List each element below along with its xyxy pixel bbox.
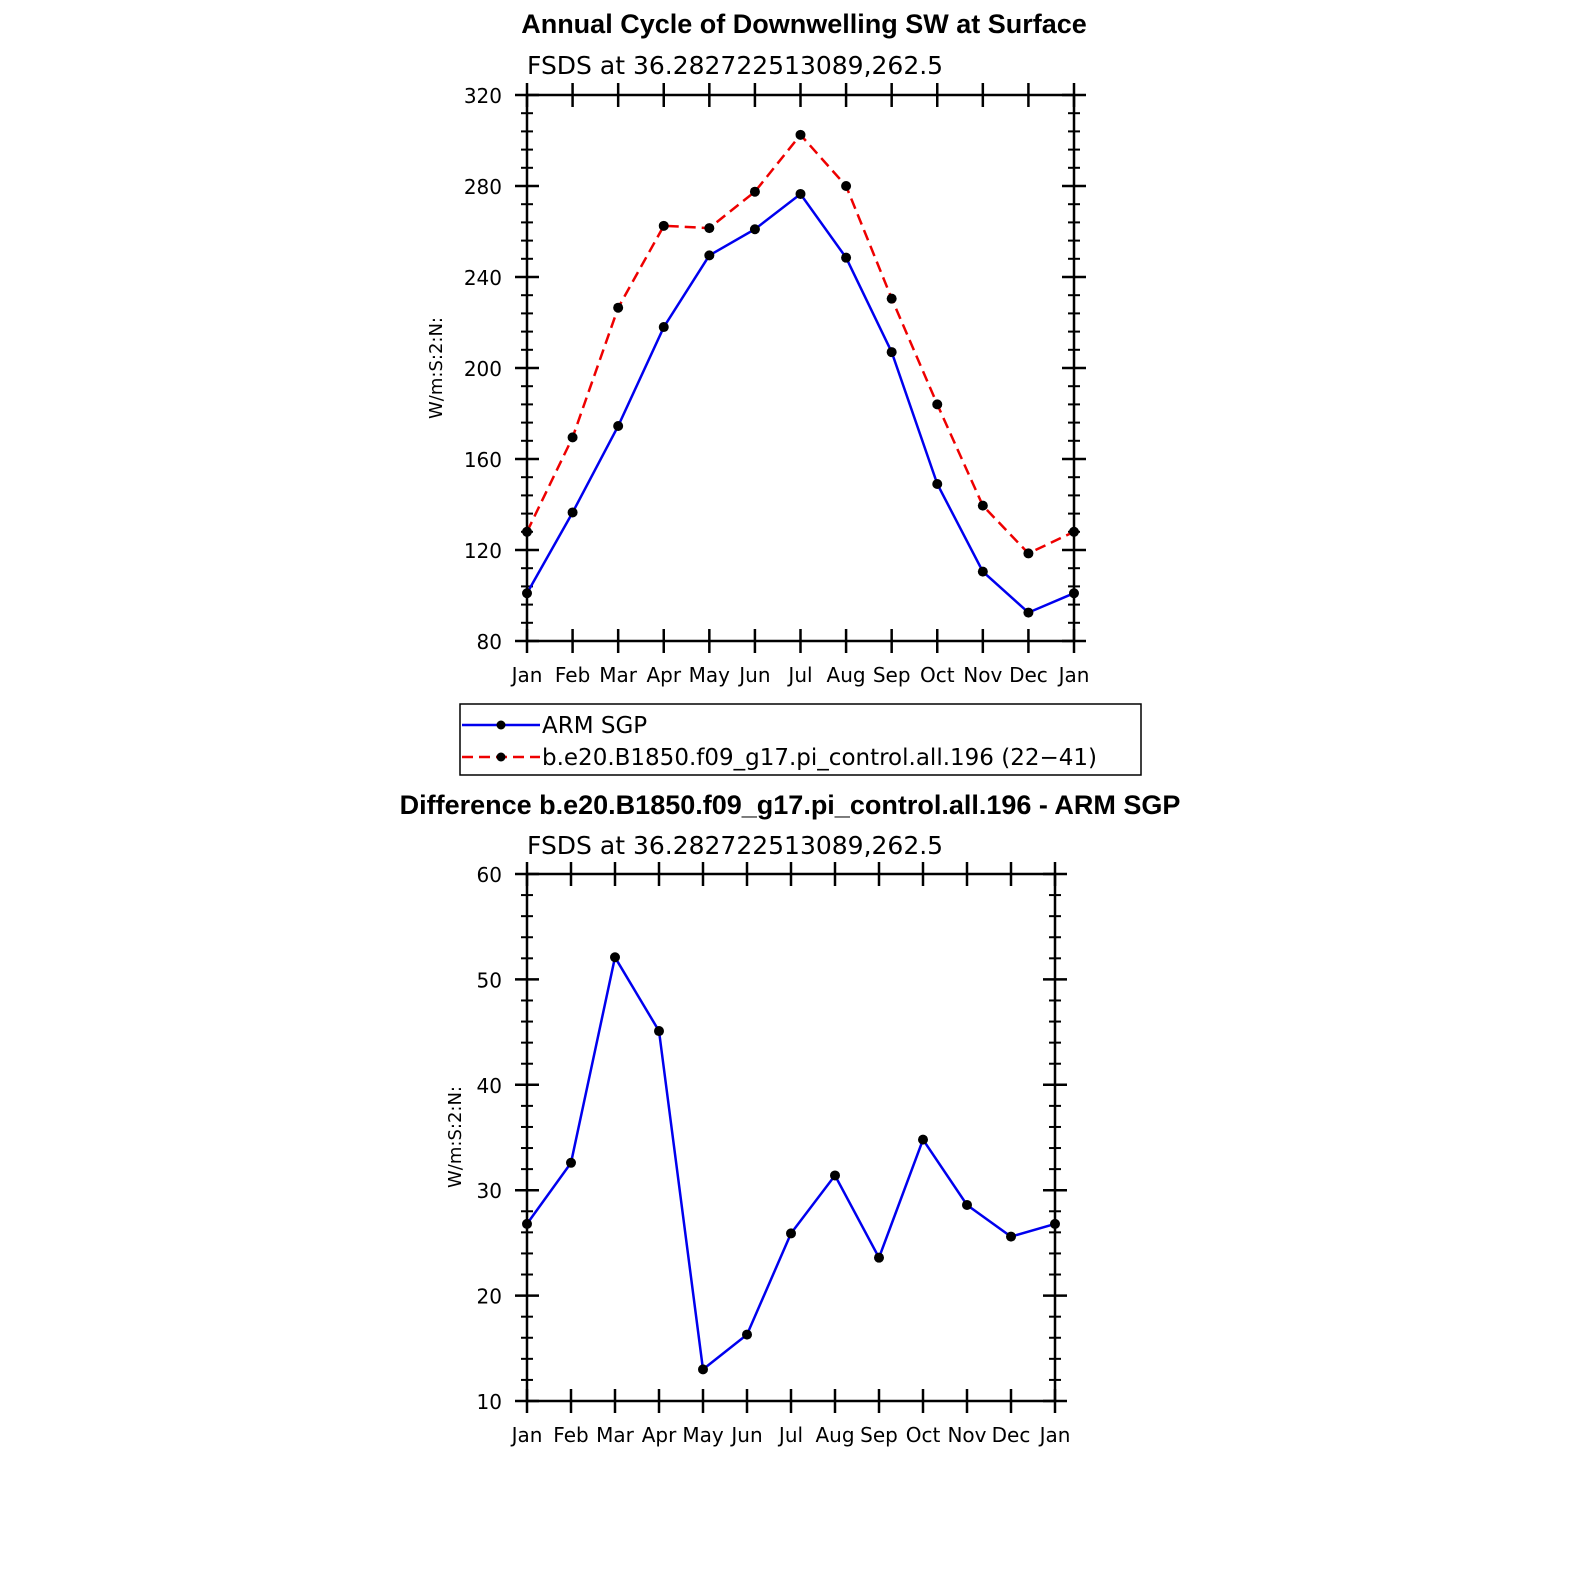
- y-tick-label: 240: [464, 266, 502, 290]
- y-tick-label: 200: [464, 357, 502, 381]
- x-tick-label: Dec: [992, 1423, 1031, 1447]
- legend-marker-model: [496, 752, 506, 762]
- data-point: [918, 1134, 928, 1145]
- y-tick-label: 30: [477, 1179, 502, 1203]
- y-tick-label: 160: [464, 448, 502, 472]
- legend-label-model: b.e20.B1850.f09_g17.pi_control.all.196 (…: [542, 745, 1097, 771]
- legend: ARM SGP b.e20.B1850.f09_g17.pi_control.a…: [459, 703, 1142, 776]
- chart-title: Difference b.e20.B1850.f09_g17.pi_contro…: [400, 790, 1181, 820]
- data-point: [704, 250, 715, 261]
- data-point: [749, 186, 760, 197]
- y-tick-label: 60: [477, 863, 502, 887]
- x-tick-label: Dec: [1009, 663, 1048, 687]
- data-point: [704, 223, 715, 234]
- x-tick-label: Apr: [646, 663, 681, 687]
- data-point: [1023, 607, 1034, 618]
- x-tick-label: Sep: [873, 663, 911, 687]
- y-tick-label: 20: [477, 1285, 502, 1309]
- axis-ticks: 10 20 30 40 50 60 Jan Feb Mar Apr May Jun Jul Aug Sep O…: [477, 862, 1071, 1447]
- y-tick-label: 120: [464, 539, 502, 563]
- x-tick-label: Jan: [1057, 663, 1090, 687]
- y-tick-label: 320: [464, 84, 502, 108]
- x-tick-label: Mar: [596, 1423, 635, 1447]
- x-tick-label: Oct: [920, 663, 955, 687]
- x-tick-label: Jan: [510, 663, 543, 687]
- chart-subtitle: FSDS at 36.282722513089,262.5: [527, 831, 943, 860]
- y-axis-label: W/m:S:2:N:: [426, 317, 447, 419]
- data-point: [841, 181, 852, 191]
- x-tick-label: Oct: [906, 1423, 941, 1447]
- y-axis-label: W/m:S:2:N:: [445, 1086, 466, 1188]
- data-point: [786, 1228, 796, 1239]
- data-point: [1023, 548, 1034, 559]
- axis-ticks: 80 120 160 200 240 280 320 Jan Feb Mar Apr May Jun Ju…: [464, 83, 1090, 687]
- data-point: [613, 302, 624, 313]
- series-lines: [522, 952, 1060, 1375]
- data-point: [567, 507, 578, 518]
- data-point: [654, 1026, 664, 1037]
- y-tick-label: 280: [464, 175, 502, 199]
- data-point: [886, 347, 897, 358]
- legend-marker-arm-sgp: [496, 720, 506, 730]
- x-tick-label: Feb: [555, 663, 590, 687]
- y-tick-label: 50: [477, 968, 502, 992]
- y-tick-label: 80: [477, 630, 502, 654]
- data-point: [886, 293, 897, 304]
- data-point: [567, 432, 578, 443]
- data-point: [613, 421, 624, 432]
- data-point: [977, 500, 988, 511]
- x-tick-label: Apr: [642, 1423, 677, 1447]
- x-tick-label: Jun: [729, 1423, 762, 1447]
- data-point: [795, 129, 806, 140]
- x-tick-label: May: [682, 1423, 724, 1447]
- x-tick-label: Jul: [777, 1423, 803, 1447]
- x-tick-label: Nov: [963, 663, 1002, 687]
- x-tick-label: Jan: [510, 1423, 543, 1447]
- plot-frame: [525, 872, 1057, 1403]
- y-tick-label: 40: [477, 1074, 502, 1098]
- series-line-0: [525, 192, 1075, 615]
- data-point: [742, 1329, 752, 1340]
- x-tick-label: Mar: [599, 663, 638, 687]
- data-point: [932, 479, 943, 490]
- chart-title: Annual Cycle of Downwelling SW at Surfac…: [521, 9, 1087, 39]
- x-tick-label: Jun: [737, 663, 770, 687]
- data-point: [658, 220, 669, 231]
- data-point: [841, 252, 852, 263]
- series-lines: [522, 129, 1079, 618]
- series-line-0: [525, 953, 1056, 1372]
- data-point: [749, 224, 760, 235]
- x-tick-label: May: [689, 663, 731, 687]
- x-tick-label: Aug: [815, 1423, 854, 1447]
- data-point: [795, 188, 806, 199]
- x-tick-label: Nov: [947, 1423, 986, 1447]
- difference-chart: Difference b.e20.B1850.f09_g17.pi_contro…: [400, 790, 1181, 1447]
- data-point: [962, 1199, 972, 1210]
- legend-label-arm-sgp: ARM SGP: [542, 713, 647, 739]
- x-tick-label: Aug: [827, 663, 866, 687]
- data-point: [830, 1170, 840, 1181]
- data-point: [977, 566, 988, 577]
- y-tick-label: 10: [477, 1390, 502, 1414]
- data-point: [932, 399, 943, 410]
- plot-frame: [525, 93, 1076, 643]
- x-tick-label: Sep: [860, 1423, 898, 1447]
- data-point: [658, 322, 669, 333]
- data-point: [610, 952, 620, 963]
- x-tick-label: Jul: [786, 663, 812, 687]
- x-tick-label: Feb: [553, 1423, 588, 1447]
- data-point: [874, 1252, 884, 1263]
- chart-subtitle: FSDS at 36.282722513089,262.5: [527, 51, 943, 80]
- data-point: [566, 1157, 576, 1168]
- legend-box: [459, 703, 1142, 776]
- x-tick-label: Jan: [1038, 1423, 1071, 1447]
- data-point: [698, 1364, 708, 1375]
- data-point: [1006, 1231, 1016, 1242]
- annual-cycle-chart: Annual Cycle of Downwelling SW at Surfac…: [426, 9, 1089, 687]
